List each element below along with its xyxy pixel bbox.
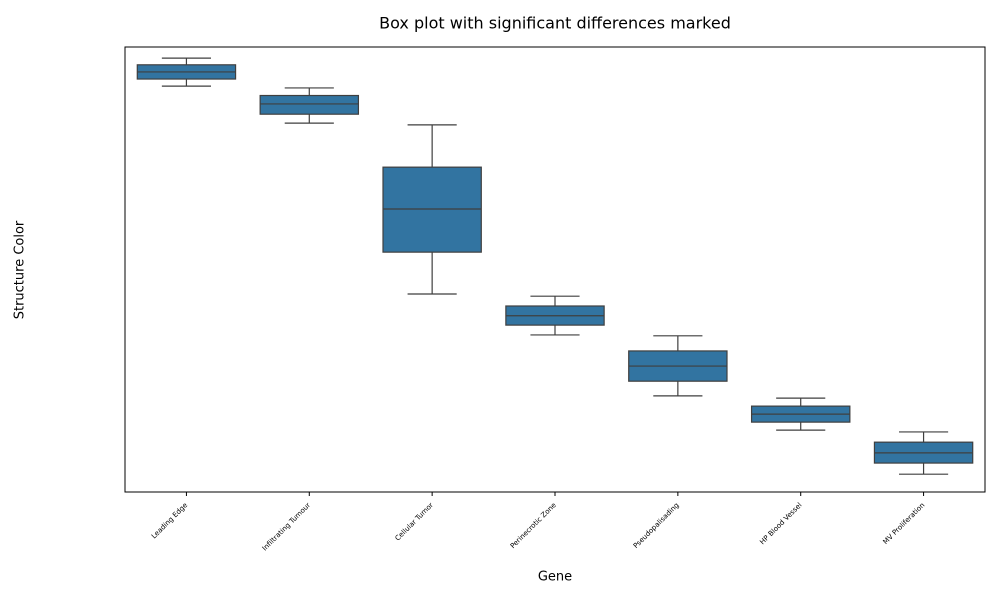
x-tick-label: MV Proliferation <box>882 501 927 546</box>
x-tick-label: Cellular Tumor <box>394 501 435 542</box>
x-tick-label: Perinecrotic Zone <box>509 501 558 550</box>
x-tick-label: Leading Edge <box>150 501 189 540</box>
x-tick-label: Pseudopalisading <box>632 501 681 550</box>
chart-title: Box plot with significant differences ma… <box>379 14 731 33</box>
x-tick-label: HP Blood Vessel <box>758 501 803 546</box>
x-tick-label: Infiltrating Tumour <box>261 501 312 552</box>
y-axis-label: Structure Color <box>13 220 28 319</box>
plot-frame <box>124 46 986 493</box>
box <box>259 94 360 115</box>
x-axis-label: Gene <box>538 570 572 585</box>
box <box>382 166 482 253</box>
